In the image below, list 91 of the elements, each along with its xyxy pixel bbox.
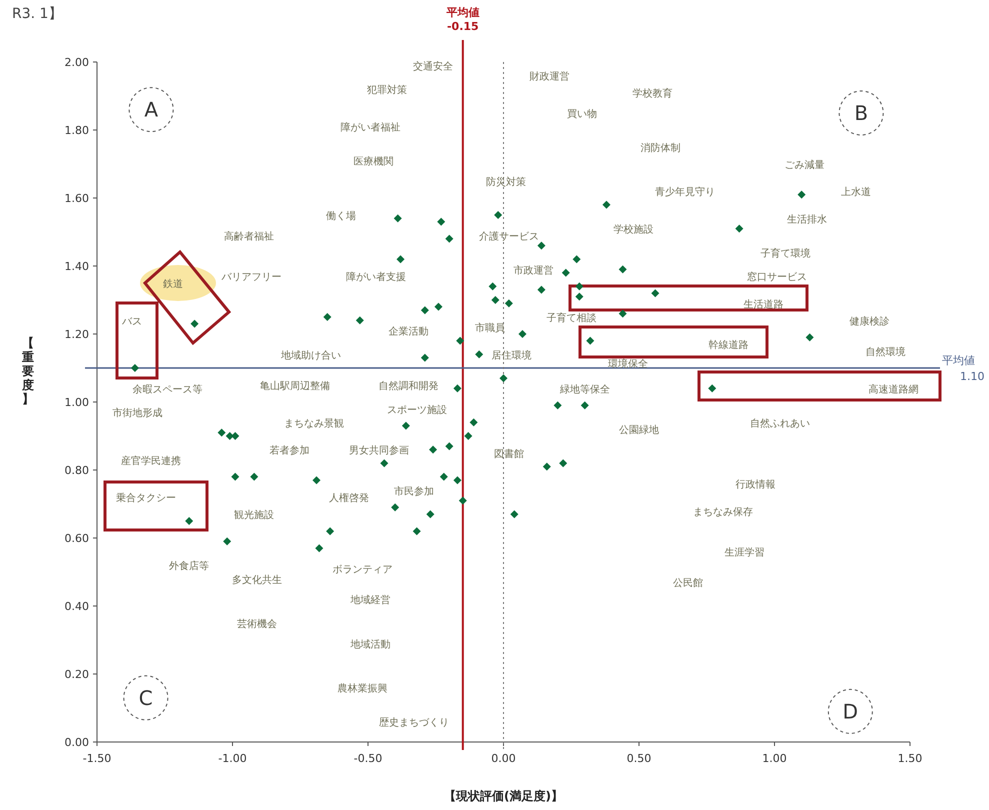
annotation: B: [854, 101, 868, 125]
annotation: 子育て相談: [546, 312, 596, 324]
annotation: 人権啓発: [329, 492, 370, 504]
x-tick-label: 0.00: [491, 752, 516, 765]
x-tick-label: 0.50: [626, 752, 652, 765]
annotation: 健康検診: [849, 315, 890, 328]
annotation: 市政運営: [513, 264, 554, 276]
annotation: 企業活動: [388, 326, 429, 338]
y-tick-label: 0.40: [64, 600, 89, 613]
annotation: 財政運営: [530, 70, 570, 83]
annotation: 鉄道: [162, 278, 183, 290]
annotation: 自然ふれあい: [750, 417, 810, 430]
annotation: 緑地等保全: [558, 383, 610, 396]
annotation: 防災対策: [486, 176, 526, 188]
annotation: 自然調和開発: [378, 380, 439, 392]
annotation: 自然環境: [866, 346, 906, 358]
annotation: 公園緑地: [619, 424, 659, 436]
annotation: 幹線道路: [708, 339, 748, 352]
annotation: 亀山駅周辺整備: [260, 380, 330, 392]
y-tick-label: 1.00: [64, 396, 89, 409]
y-tick-label: 1.60: [64, 192, 89, 205]
annotation: 農林業振興: [338, 682, 388, 695]
annotation: 子育て環境: [760, 247, 810, 260]
annotation: 高齢者福祉: [224, 230, 274, 242]
annotation: D: [842, 699, 858, 724]
annotation: 生涯学習: [724, 546, 765, 559]
annotation: 窓口サービス: [747, 271, 808, 284]
annotation: 外食店等: [169, 560, 210, 572]
annotation: 買い物: [567, 109, 598, 120]
annotation: ごみ減量: [784, 159, 824, 171]
annotation: 男女共同参画: [348, 444, 409, 457]
annotation: ボランティア: [332, 564, 393, 576]
annotation: 余暇スペース等: [132, 383, 202, 396]
y-tick-label: 2.00: [64, 56, 89, 69]
annotation: 消防体制: [640, 142, 681, 154]
annotation: 観光施設: [234, 509, 274, 522]
annotation: A: [144, 98, 158, 122]
annotation: 障がい者福祉: [340, 122, 401, 134]
annotation: 犯罪対策: [366, 84, 407, 96]
annotation: 産官学民連携: [121, 454, 182, 467]
y-tick-label: 1.40: [64, 260, 89, 273]
annotation: 地域助け合い: [280, 349, 342, 362]
annotation: 芸術機会: [236, 618, 277, 630]
ref-line-label: 平均値 -0.15: [445, 6, 480, 33]
x-tick-label: 1.50: [898, 752, 922, 765]
annotation: 障がい者支援: [346, 271, 406, 284]
annotation: 地域活動: [350, 638, 391, 650]
y-tick-label: 0.80: [64, 464, 89, 477]
x-tick-label: -0.50: [354, 752, 382, 765]
annotation: 介護サービス: [478, 230, 539, 242]
annotation: 上水道: [840, 186, 871, 198]
y-tick-label: 1.80: [64, 124, 89, 137]
annotation: 環境保全: [608, 358, 648, 370]
annotation: 高速道路網: [868, 383, 919, 396]
text: R3. 1】: [12, 6, 62, 22]
annotation: 居住環境: [492, 349, 532, 362]
annotation: スポーツ施設: [386, 404, 447, 416]
y-axis-title: 【重要度】: [21, 336, 34, 406]
annotation: バリアフリー: [220, 272, 282, 284]
annotation: 医療機関: [353, 156, 394, 168]
annotation: 市街地形成: [112, 407, 163, 420]
annotation: 生活排水: [787, 213, 828, 226]
annotation: 働く場: [326, 210, 356, 222]
x-axis-title: 【現状評価(満足度)】: [444, 789, 563, 803]
annotation: バス: [121, 316, 142, 328]
annotation: C: [138, 686, 153, 710]
ref-line-label: 平均値 1.10: [942, 354, 984, 383]
annotation: 図書館: [494, 448, 524, 460]
annotation: 生活道路: [744, 298, 784, 310]
annotation: 歴史まちづくり: [379, 716, 450, 729]
annotation: 市職員: [474, 322, 505, 334]
annotation: 市民参加: [394, 485, 434, 498]
annotation: 青少年見守り: [655, 186, 716, 198]
annotation: 多文化共生: [232, 574, 282, 586]
annotation: 交通安全: [413, 60, 454, 72]
annotation: 地域経営: [350, 594, 391, 606]
x-tick-label: -1.50: [82, 752, 112, 765]
annotation: 公民館: [672, 577, 703, 590]
y-tick-label: 0.20: [64, 668, 89, 681]
annotation: まちなみ景観: [284, 417, 344, 430]
annotation: 若者参加: [269, 444, 310, 457]
x-tick-label: 1.00: [762, 752, 787, 765]
x-tick-label: -1.00: [218, 752, 247, 765]
annotation: 乗合タクシー: [116, 492, 176, 504]
annotation: 行政情報: [736, 478, 776, 491]
annotation: 学校教育: [632, 88, 673, 100]
y-tick-label: 0.00: [64, 736, 89, 749]
y-tick-label: 0.60: [64, 532, 89, 545]
annotation: 学校施設: [614, 224, 654, 236]
y-tick-label: 1.20: [64, 328, 89, 341]
annotation: まちなみ保存: [693, 506, 754, 518]
